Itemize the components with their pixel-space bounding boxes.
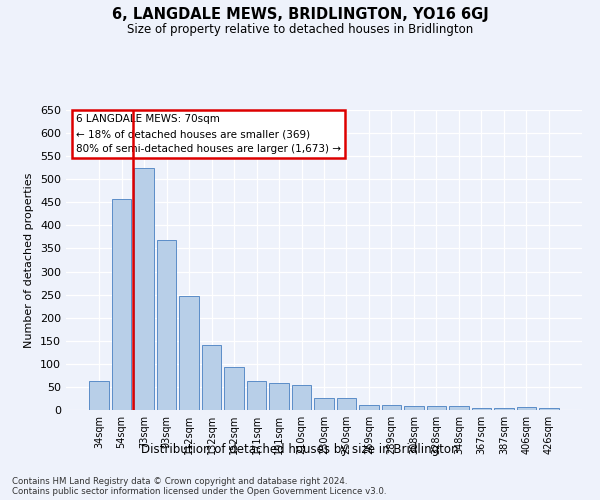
Bar — [359, 405, 379, 410]
Bar — [179, 296, 199, 410]
Bar — [382, 405, 401, 410]
Bar — [404, 406, 424, 410]
Text: Size of property relative to detached houses in Bridlington: Size of property relative to detached ho… — [127, 22, 473, 36]
Bar — [292, 384, 311, 410]
Bar — [269, 383, 289, 410]
Text: Contains public sector information licensed under the Open Government Licence v3: Contains public sector information licen… — [12, 488, 386, 496]
Bar — [539, 408, 559, 410]
Bar — [337, 398, 356, 410]
Text: Distribution of detached houses by size in Bridlington: Distribution of detached houses by size … — [141, 442, 459, 456]
Bar — [89, 382, 109, 410]
Bar — [112, 199, 131, 410]
Bar — [494, 408, 514, 410]
Bar — [472, 408, 491, 410]
Bar — [449, 406, 469, 410]
Y-axis label: Number of detached properties: Number of detached properties — [25, 172, 34, 348]
Bar — [247, 382, 266, 410]
Bar — [202, 346, 221, 410]
Bar — [224, 367, 244, 410]
Bar — [427, 406, 446, 410]
Bar — [157, 240, 176, 410]
Text: 6 LANGDALE MEWS: 70sqm
← 18% of detached houses are smaller (369)
80% of semi-de: 6 LANGDALE MEWS: 70sqm ← 18% of detached… — [76, 114, 341, 154]
Text: 6, LANGDALE MEWS, BRIDLINGTON, YO16 6GJ: 6, LANGDALE MEWS, BRIDLINGTON, YO16 6GJ — [112, 8, 488, 22]
Bar — [314, 398, 334, 410]
Text: Contains HM Land Registry data © Crown copyright and database right 2024.: Contains HM Land Registry data © Crown c… — [12, 478, 347, 486]
Bar — [134, 168, 154, 410]
Bar — [517, 407, 536, 410]
